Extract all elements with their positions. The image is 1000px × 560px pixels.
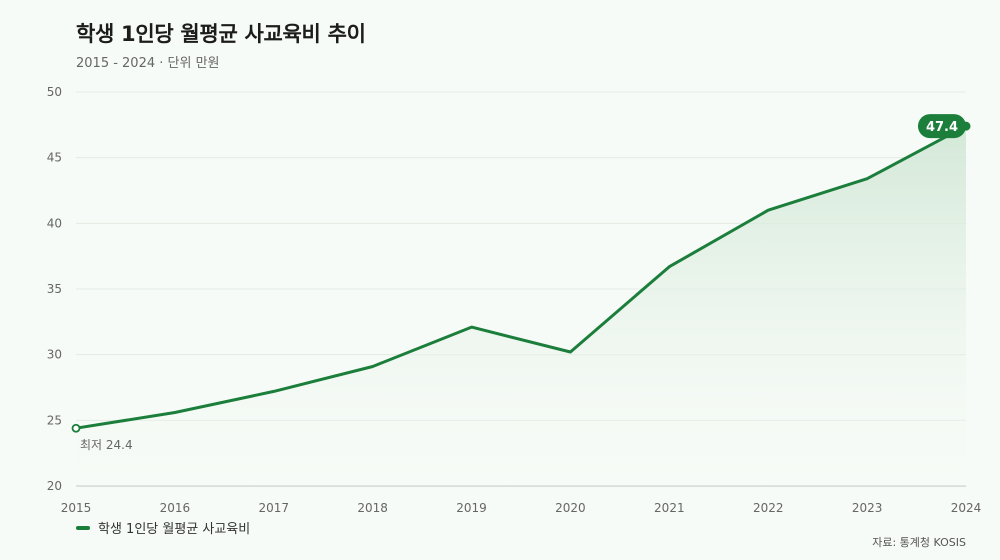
x-tick-label: 2021 [654,501,685,515]
legend-swatch [76,525,90,530]
y-tick-label: 20 [47,479,62,493]
min-annotation: 최저 24.4 [80,438,133,452]
x-tick-label: 2020 [555,501,586,515]
max-annotation: 47.4 [926,120,958,135]
x-tick-label: 2015 [61,501,92,515]
annotations: 최저 24.4 47.4 [80,114,966,452]
source-note: 자료: 통계청 KOSIS [872,536,966,549]
x-tick-label: 2022 [753,501,784,515]
y-tick-label: 25 [47,413,62,427]
x-tick-label: 2017 [259,501,290,515]
y-tick-label: 35 [47,282,62,296]
x-tick-label: 2024 [951,501,982,515]
y-axis-ticks: 20 25 30 35 40 45 50 [47,85,62,493]
x-tick-label: 2019 [456,501,487,515]
x-axis-ticks: 2015 2016 2017 2018 2019 2020 2021 2022 2023 2024 [61,501,982,515]
y-tick-label: 30 [47,348,62,362]
max-badge: 47.4 [918,114,966,139]
series-line [74,124,968,430]
x-tick-label: 2018 [357,501,388,515]
min-point [71,423,81,433]
chart-title: 학생 1인당 월평균 사교육비 추이 [76,22,366,46]
series-area [76,126,966,486]
y-tick-label: 50 [47,85,62,99]
legend-label: 학생 1인당 월평균 사교육비 [98,522,251,537]
legend: 학생 1인당 월평균 사교육비 [76,518,250,537]
x-tick-label: 2023 [852,501,883,515]
y-tick-label: 40 [47,216,62,230]
chart-subtitle: 2015 - 2024 · 단위 만원 [76,56,220,71]
max-badge-background [918,114,966,139]
x-tick-label: 2016 [160,501,191,515]
y-tick-label: 45 [47,151,62,165]
